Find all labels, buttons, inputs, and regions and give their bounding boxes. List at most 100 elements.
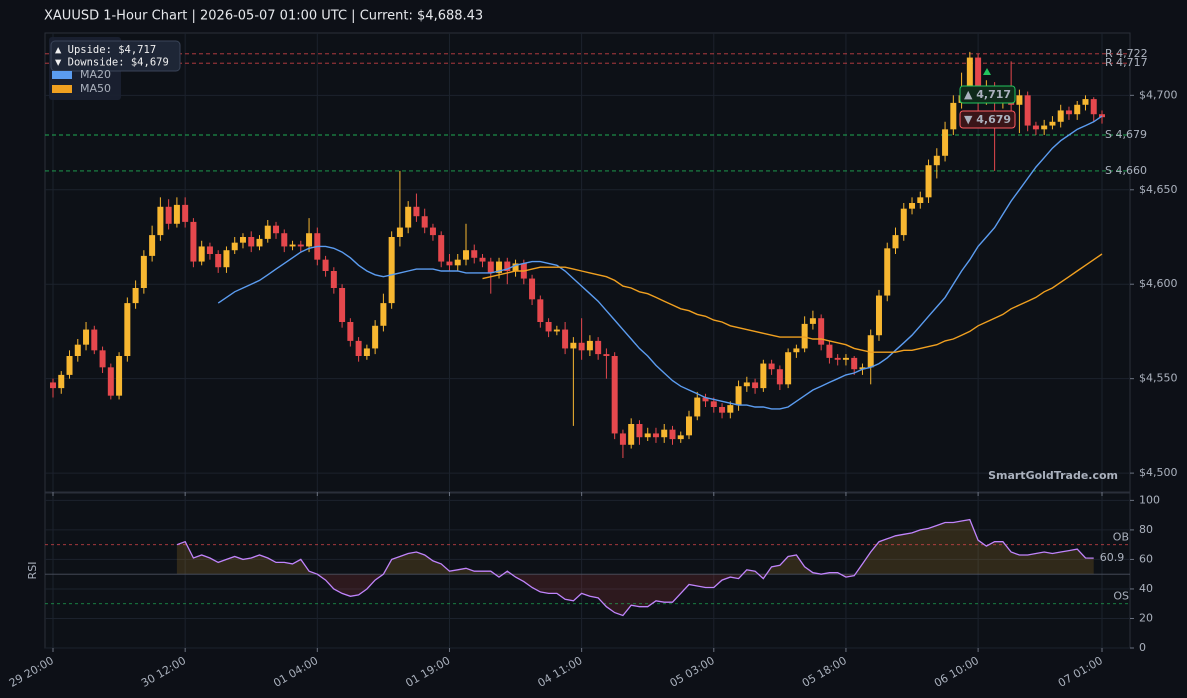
candle-body <box>966 57 973 96</box>
candle-body <box>595 340 602 355</box>
candle-body <box>322 259 329 271</box>
candle-body <box>842 357 849 360</box>
candle-body <box>107 367 114 396</box>
candle-body <box>487 261 494 273</box>
candle-body <box>628 424 635 445</box>
candle-body <box>686 416 693 436</box>
info-text: ▲ Upside: $4,717 <box>55 44 156 56</box>
candle-body <box>818 318 825 345</box>
legend-swatch <box>52 85 72 93</box>
candle-body <box>851 357 858 370</box>
candle-body <box>165 206 172 224</box>
candle-body <box>619 433 626 445</box>
candle-body <box>570 342 577 349</box>
candle-body <box>264 225 271 239</box>
candle-body <box>636 424 643 438</box>
level-label: R 4,722 <box>1105 47 1148 60</box>
badge <box>959 110 1016 129</box>
candle-body <box>256 238 263 247</box>
candle-body <box>826 344 833 358</box>
badge-label: ▼ 4,679 <box>964 113 1011 126</box>
candle-body <box>1082 99 1089 105</box>
candle-body <box>892 235 899 249</box>
candle-body <box>471 250 478 258</box>
y-tick-label: $4,650 <box>1139 183 1178 196</box>
candle-body <box>867 335 874 368</box>
candle-body <box>1041 125 1048 130</box>
level-label: S 4,679 <box>1105 128 1147 141</box>
candle-body <box>215 254 222 268</box>
candle-body <box>429 227 436 236</box>
candle-body <box>1057 110 1064 122</box>
candle-body <box>116 356 123 396</box>
candle-body <box>248 237 255 247</box>
candle-body <box>760 363 767 389</box>
up-arrow <box>983 68 991 75</box>
candle-body <box>950 102 957 130</box>
rsi-value-label: 60.9 <box>1100 551 1125 564</box>
ma-line <box>482 253 1103 353</box>
candle-body <box>884 248 891 296</box>
candle-body <box>710 401 717 407</box>
candle-body <box>611 356 618 434</box>
candle-body <box>396 227 403 237</box>
level-label: S 4,660 <box>1105 164 1147 177</box>
candle-body <box>743 382 750 387</box>
y-tick-label: 60 <box>1139 552 1153 565</box>
candle-body <box>661 429 668 438</box>
badge <box>959 85 1016 104</box>
candle-body <box>157 206 164 236</box>
info-text: ▼ Downside: $4,679 <box>55 57 169 69</box>
candle-body <box>132 288 139 304</box>
candle-body <box>603 354 610 356</box>
candle-body <box>785 352 792 385</box>
candle-body <box>900 208 907 236</box>
candle-body <box>289 244 296 247</box>
candle-body <box>91 329 98 351</box>
candle-body <box>727 405 734 413</box>
candle-body <box>347 322 354 341</box>
candle-body <box>446 261 453 266</box>
legend-label: MA20 <box>80 68 111 81</box>
candle-body <box>809 318 816 324</box>
candle-body <box>859 367 866 370</box>
candle-body <box>479 257 486 262</box>
candle-body <box>149 235 156 256</box>
rsi-line <box>176 518 1094 617</box>
candle-body <box>74 344 81 356</box>
candle-body <box>239 237 246 243</box>
y-tick-label: $4,500 <box>1139 466 1178 479</box>
candle-body <box>454 259 461 266</box>
candle-body <box>273 225 280 234</box>
candle-body <box>644 433 651 438</box>
candle-body <box>504 261 511 271</box>
ma-line <box>217 115 1103 410</box>
candle-body <box>388 237 395 304</box>
candle-body <box>297 244 304 247</box>
candle-body <box>768 363 775 370</box>
candle-body <box>306 233 313 247</box>
rsi-panel <box>44 492 1131 649</box>
candle-body <box>339 288 346 322</box>
candle-body <box>462 250 469 260</box>
candle-body <box>223 250 230 268</box>
candle-body <box>380 303 387 326</box>
rsi-level-label: OS <box>1113 590 1129 603</box>
candle-body <box>586 340 593 351</box>
candle-body <box>496 261 503 273</box>
candle-body <box>413 206 420 217</box>
candle-body <box>545 322 552 332</box>
candle-body <box>537 299 544 322</box>
candle-body <box>793 348 800 353</box>
candle-body <box>99 350 106 368</box>
y-tick-label: $4,550 <box>1139 372 1178 385</box>
grid: $4,500 $4,550 $4,600 $4,650 $4,700 0 20 40 60 80 1… <box>7 33 1178 690</box>
candle-body <box>875 295 882 336</box>
badge-label: ▲ 4,717 <box>964 88 1011 101</box>
info-box <box>50 40 181 72</box>
candle-body <box>694 397 701 417</box>
candle-body <box>50 382 56 389</box>
candle-body <box>719 407 726 413</box>
candle-body <box>752 382 759 389</box>
